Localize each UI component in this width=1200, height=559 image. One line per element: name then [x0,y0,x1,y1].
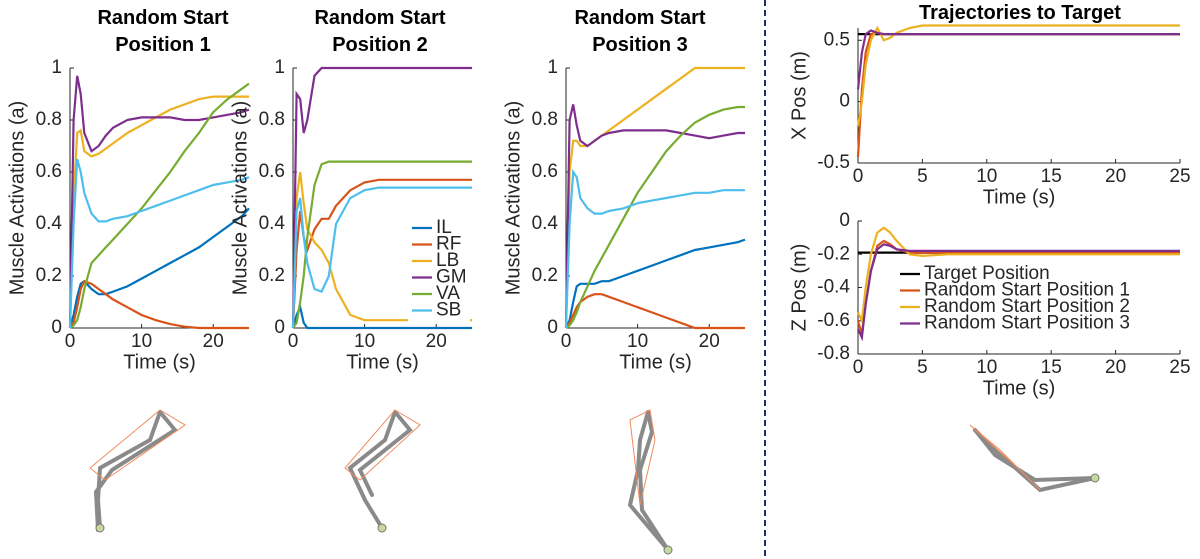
legend-label: RF [436,234,461,255]
legend-label: Random Start Position 3 [924,313,1130,334]
y-tick-label: 0.8 [259,109,285,130]
series-line [856,24,1180,127]
y-tick-label: 0.8 [36,109,62,130]
series-line [857,226,1180,325]
series-line [68,207,250,329]
y-tick-label: 0.6 [532,161,558,182]
y-tick-label: 0.4 [36,213,63,234]
leg-models [93,410,1097,552]
series-line [856,31,1180,157]
x-tick-label: 15 [1041,357,1062,378]
y-axis-label: Muscle Activations (a) [6,101,28,296]
y-axis-label: X Pos (m) [788,51,810,140]
series-line [565,238,746,329]
series-line [565,293,745,330]
x-axis-label: Time (s) [619,351,692,373]
legend-label: Random Start Position 1 [924,280,1130,301]
y-tick-label: 0.8 [532,109,558,130]
x-tick-label: 20 [699,331,720,352]
legend-box [896,263,1178,335]
y-tick-label: 0 [274,317,285,338]
y-tick-label: 0 [839,210,850,231]
x-tick-label: 15 [1041,166,1062,187]
chart-title: Random Start Position 2 [314,7,446,56]
legend-label: SB [436,300,461,321]
series-line [69,279,249,330]
x-tick-label: 20 [1105,166,1126,187]
y-axis-label: Z Pos (m) [788,244,810,332]
y-tick-label: 0.4 [532,213,559,234]
y-axis-label: Muscle Activations (a) [229,101,251,296]
x-tick-label: 20 [203,331,224,352]
x-axis-label: Time (s) [346,351,419,373]
series-line [856,29,1180,90]
y-tick-label: 0.2 [532,265,558,286]
y-tick-label: 1 [51,57,62,78]
series-line [68,158,250,329]
x-tick-label: 25 [1169,357,1190,378]
y-tick-label: 0 [51,317,62,338]
legend-label: LB [436,250,459,271]
x-tick-label: 0 [65,331,76,352]
legend-box [408,217,470,322]
series-line [564,104,745,329]
y-tick-label: 0 [839,91,850,112]
x-tick-label: 0 [853,357,864,378]
legend-label: Random Start Position 2 [924,296,1130,317]
y-tick-label: -0.4 [817,277,850,298]
x-axis-label: Time (s) [123,351,196,373]
legend-label: IL [436,217,452,238]
x-tick-label: 25 [1169,166,1190,187]
joints [95,473,1100,555]
legend-label: VA [436,283,460,304]
x-tick-label: 0 [288,331,299,352]
x-axis-label: Time (s) [983,377,1056,399]
series-line [68,75,250,329]
x-tick-label: 10 [131,331,152,352]
series-line [857,243,1180,342]
legend-label: GM [436,267,467,288]
y-tick-label: 0 [547,317,558,338]
series-line [69,82,250,329]
y-tick-label: 0.6 [36,161,62,182]
chart-title: Random Start Position 1 [97,7,229,56]
y-tick-label: 0.4 [259,213,286,234]
series-line [291,303,472,330]
x-tick-label: 10 [976,166,997,187]
y-tick-label: -0.5 [817,152,850,173]
x-tick-label: 20 [426,331,447,352]
x-tick-label: 0 [853,166,864,187]
y-tick-label: 0.6 [259,161,285,182]
series-line [68,95,249,329]
x-tick-label: 20 [1105,357,1126,378]
y-tick-label: -0.8 [817,343,850,364]
series-line [564,168,745,329]
x-axis-label: Time (s) [983,186,1056,208]
y-tick-label: -0.2 [817,243,850,264]
x-tick-label: 5 [917,166,928,187]
x-tick-label: 0 [561,331,572,352]
y-tick-label: 0.5 [824,29,850,50]
chart-title: Trajectories to Target [919,2,1121,24]
series-line [291,186,472,329]
x-tick-label: 10 [354,331,375,352]
legend-label: Target Position [924,263,1050,284]
y-axis-label: Muscle Activations (a) [502,101,524,296]
y-tick-label: 1 [547,57,558,78]
x-tick-label: 5 [917,357,928,378]
y-tick-label: 0.2 [36,265,62,286]
y-tick-label: 1 [274,57,285,78]
y-tick-label: 0.2 [259,265,285,286]
series-line [292,160,472,329]
x-tick-label: 10 [627,331,648,352]
series-line [565,105,745,329]
series-line [291,66,472,329]
chart-title: Random Start Position 3 [574,7,706,56]
x-tick-label: 10 [976,357,997,378]
y-tick-label: -0.6 [817,310,850,331]
series-line [564,66,745,329]
muscle-lines [89,409,1041,506]
